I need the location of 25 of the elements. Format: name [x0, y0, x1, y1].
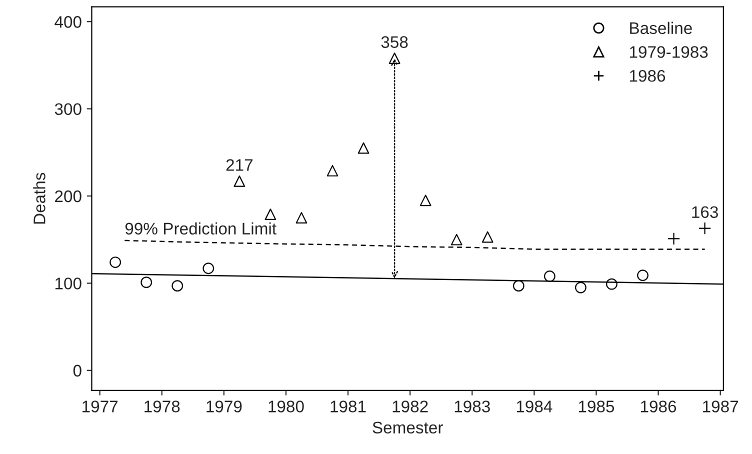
- x-tick-label: 1987: [703, 400, 738, 412]
- y-axis-title: Deaths: [33, 172, 46, 224]
- y-tick-label: 300: [54, 103, 82, 116]
- y-tick-label: 200: [55, 190, 82, 202]
- x-tick-label: 1979: [206, 400, 242, 412]
- x-tick-label: 1983: [454, 400, 490, 412]
- legend-label: 1986: [630, 70, 666, 82]
- x-tick-label: 1982: [392, 400, 428, 412]
- y-tick-label: 0: [73, 364, 82, 377]
- x-tick-label: 1980: [268, 400, 304, 412]
- annotation: 163: [692, 206, 718, 218]
- x-tick-label: 1985: [578, 400, 614, 412]
- x-tick-label: 1984: [516, 400, 552, 412]
- legend-label: 1979-1983: [630, 46, 708, 58]
- y-tick-label: 100: [55, 278, 82, 290]
- x-tick-label: 1981: [330, 400, 366, 412]
- x-axis-title: Semester: [372, 422, 443, 434]
- series-label: 99% Prediction Limit: [125, 222, 276, 235]
- annotation: 217: [226, 159, 252, 171]
- x-tick-label: 1977: [82, 400, 118, 412]
- y-tick-label: 400: [54, 16, 82, 28]
- legend-label: Baseline: [630, 22, 692, 34]
- x-tick-label: 1986: [641, 400, 676, 412]
- x-tick-label: 1978: [144, 400, 180, 412]
- annotation: 358: [381, 36, 408, 48]
